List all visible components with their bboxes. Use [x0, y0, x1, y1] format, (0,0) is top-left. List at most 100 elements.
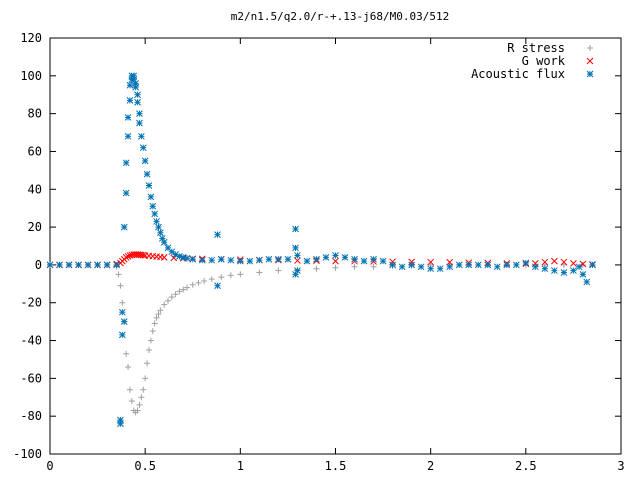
- data-point: [120, 223, 128, 231]
- data-point: [128, 398, 135, 405]
- y-tick-label: 80: [28, 107, 42, 121]
- y-tick-label: 20: [28, 220, 42, 234]
- data-point: [208, 256, 216, 264]
- x-tick-label: 3: [617, 459, 624, 473]
- data-point: [575, 263, 583, 271]
- data-point: [201, 277, 208, 284]
- data-point: [157, 229, 164, 237]
- data-point: [161, 301, 168, 308]
- data-point: [122, 189, 130, 197]
- data-point: [153, 218, 160, 225]
- data-point: [140, 386, 147, 393]
- data-point: [149, 328, 156, 335]
- data-point: [155, 223, 162, 231]
- data-point: [265, 255, 273, 263]
- data-point: [446, 263, 454, 271]
- data-point: [132, 83, 140, 91]
- data-point: [198, 256, 206, 264]
- data-point: [560, 269, 568, 276]
- y-tick-label: -60: [20, 371, 42, 385]
- data-point: [332, 264, 339, 271]
- data-point: [144, 360, 151, 367]
- data-point: [583, 278, 591, 286]
- data-point: [122, 159, 130, 167]
- data-point: [427, 258, 435, 266]
- data-point: [165, 297, 172, 304]
- data-point: [227, 272, 234, 279]
- data-point: [313, 265, 320, 272]
- data-point: [218, 274, 225, 281]
- legend-marker: [586, 70, 594, 78]
- data-point: [408, 258, 415, 266]
- data-point: [75, 261, 82, 269]
- data-point: [149, 202, 157, 210]
- data-point: [65, 261, 73, 269]
- data-point: [160, 253, 168, 261]
- data-point: [195, 279, 202, 286]
- data-point: [237, 271, 244, 278]
- y-tick-label: 40: [28, 182, 42, 196]
- data-point: [46, 261, 54, 269]
- data-marks: [46, 72, 596, 428]
- data-point: [579, 271, 587, 278]
- data-point: [313, 255, 320, 263]
- data-point: [217, 255, 225, 263]
- data-point: [122, 253, 130, 261]
- series-g-work: [46, 251, 596, 269]
- y-tick-label: -80: [20, 409, 42, 423]
- data-point: [465, 261, 473, 269]
- data-point: [123, 350, 130, 357]
- data-point: [493, 263, 501, 271]
- data-point: [134, 91, 141, 99]
- data-point: [322, 253, 330, 261]
- data-point: [332, 257, 339, 265]
- chart-title: m2/n1.5/q2.0/r-+.13-j68/M0.03/512: [231, 10, 450, 23]
- data-point: [522, 259, 530, 267]
- data-point: [168, 248, 176, 256]
- data-point: [142, 375, 149, 382]
- data-point: [124, 132, 132, 140]
- data-point: [474, 261, 482, 269]
- data-point: [294, 252, 301, 259]
- data-point: [136, 110, 143, 117]
- data-point: [284, 255, 292, 263]
- data-point: [455, 261, 463, 269]
- legend-marker: [586, 57, 594, 65]
- data-point: [512, 261, 520, 269]
- y-tick-label: 60: [28, 144, 42, 158]
- data-point: [145, 347, 152, 353]
- data-point: [134, 407, 141, 414]
- data-point: [119, 299, 126, 306]
- data-point: [332, 252, 339, 259]
- data-point: [160, 238, 168, 246]
- data-point: [560, 261, 567, 268]
- data-point: [579, 260, 587, 268]
- data-point: [292, 225, 299, 233]
- data-point: [551, 267, 558, 274]
- data-point: [147, 193, 155, 201]
- data-point: [484, 261, 492, 269]
- data-point: [541, 265, 549, 273]
- data-point: [113, 261, 120, 269]
- legend-label: Acoustic flux: [471, 67, 565, 81]
- data-point: [138, 394, 145, 401]
- legend-label: G work: [522, 54, 566, 68]
- y-tick-label: 0: [35, 258, 42, 272]
- data-point: [275, 267, 282, 274]
- data-point: [176, 288, 183, 295]
- data-point: [180, 286, 187, 293]
- data-point: [94, 261, 101, 269]
- data-point: [351, 263, 358, 270]
- data-point: [541, 258, 549, 266]
- data-point: [408, 261, 415, 269]
- data-point: [84, 261, 92, 269]
- data-point: [214, 282, 221, 290]
- data-point: [151, 210, 159, 218]
- data-point: [56, 261, 63, 269]
- data-point: [208, 276, 215, 283]
- data-point: [227, 256, 235, 264]
- data-point: [341, 253, 349, 261]
- data-point: [303, 257, 311, 265]
